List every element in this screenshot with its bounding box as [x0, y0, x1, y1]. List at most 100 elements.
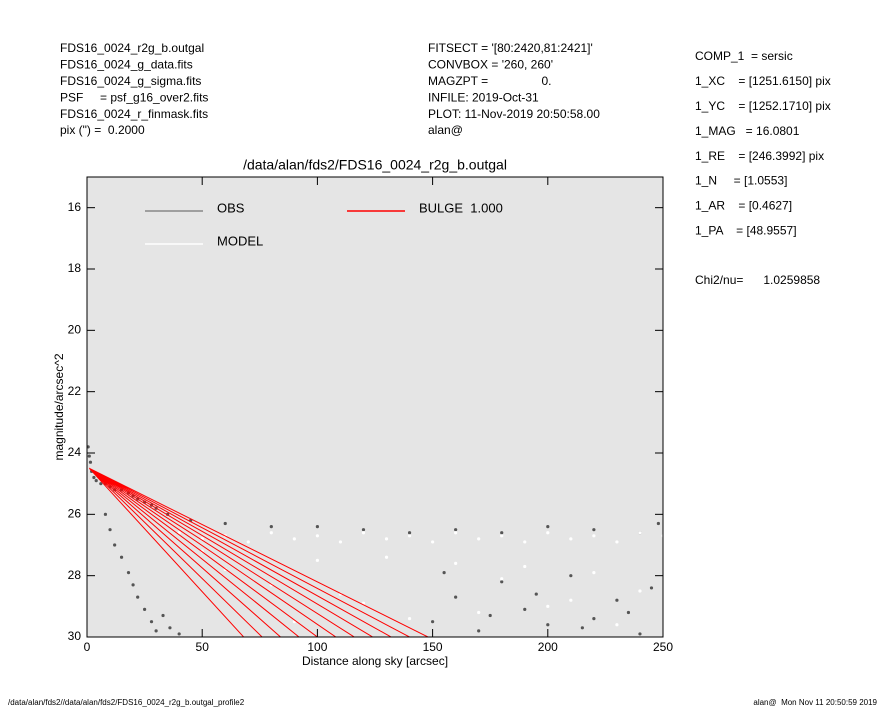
- profile-point: [87, 454, 91, 458]
- profile-point: [315, 525, 319, 529]
- profile-point: [638, 589, 642, 593]
- profile-point: [615, 623, 619, 627]
- y-tick-label: 20: [68, 323, 82, 337]
- profile-point: [477, 610, 481, 615]
- profile-point: [546, 525, 550, 529]
- profile-point: [546, 623, 550, 627]
- fit-parameter: 1_XC = [1251.6150] pix: [695, 74, 831, 88]
- profile-point: [523, 540, 527, 544]
- profile-point: [108, 528, 112, 532]
- bulge-model-line: [88, 467, 429, 637]
- x-tick-label: 250: [653, 640, 673, 654]
- profile-point: [546, 531, 550, 535]
- header-left-line: pix (") = 0.2000: [60, 123, 145, 137]
- fit-parameter: 1_RE = [246.3992] pix: [695, 149, 824, 163]
- profile-point: [454, 561, 458, 566]
- profile-point: [656, 521, 660, 526]
- profile-point: [161, 613, 165, 618]
- plot-area: [87, 445, 663, 637]
- profile-point: [292, 537, 296, 541]
- profile-point: [569, 598, 573, 602]
- profile-point: [454, 528, 458, 532]
- profile-point: [477, 537, 481, 541]
- profile-point: [534, 592, 538, 596]
- profile-point: [384, 537, 389, 541]
- profile-point: [131, 583, 135, 587]
- footer-path: /data/alan/fds2//data/alan/fds2/FDS16_00…: [8, 698, 245, 707]
- profile-point: [338, 540, 343, 544]
- profile-point: [431, 620, 435, 624]
- profile-point: [649, 586, 654, 590]
- header-middle-line: INFILE: 2019-Oct-31: [428, 90, 539, 104]
- profile-point: [92, 475, 96, 480]
- legend-label: OBS: [217, 200, 245, 215]
- profile-point: [407, 531, 412, 535]
- profile-point: [269, 525, 273, 529]
- profile-point: [500, 531, 504, 535]
- profile-point: [407, 534, 412, 538]
- profile-point: [454, 595, 458, 599]
- profile-point: [500, 577, 504, 581]
- chi2-label: Chi2/nu= 1.0259858: [695, 273, 820, 287]
- profile-point: [384, 555, 389, 559]
- chart-title: /data/alan/fds2/FDS16_0024_r2g_b.outgal: [243, 157, 507, 173]
- y-tick-label: 18: [68, 261, 82, 275]
- profile-point: [246, 540, 250, 544]
- x-tick-label: 150: [423, 640, 443, 654]
- fit-parameter: COMP_1 = sersic: [695, 49, 793, 63]
- header-middle-line: alan@: [428, 123, 463, 137]
- profile-point: [136, 595, 140, 599]
- header-left-line: FDS16_0024_r2g_b.outgal: [60, 41, 204, 55]
- profile-point: [523, 564, 527, 569]
- profile-point: [592, 617, 596, 621]
- profile-point: [500, 580, 504, 584]
- fit-parameter: 1_PA = [48.9557]: [695, 223, 797, 237]
- x-tick-label: 100: [307, 640, 327, 654]
- header-left-line: FDS16_0024_g_data.fits: [60, 58, 193, 72]
- profile-point: [149, 620, 154, 624]
- fit-parameter: 1_YC = [1252.1710] pix: [695, 99, 831, 113]
- profile-point: [431, 540, 435, 544]
- y-tick-label: 30: [68, 629, 82, 643]
- header-middle-line: PLOT: 11-Nov-2019 20:50:58.00: [428, 107, 600, 121]
- profile-point: [119, 555, 124, 559]
- legend-label: MODEL: [217, 233, 263, 248]
- profile-point: [615, 598, 619, 602]
- footer-stamp: alan@ Mon Nov 11 20:50:59 2019: [753, 698, 877, 707]
- profile-point: [477, 629, 481, 633]
- profile-point: [168, 626, 172, 630]
- profile-point: [523, 607, 527, 612]
- profile-point: [569, 574, 573, 578]
- y-tick-label: 24: [68, 445, 82, 459]
- profile-point: [177, 632, 181, 636]
- header-left-line: PSF = psf_g16_over2.fits: [60, 90, 208, 104]
- profile-point: [615, 540, 619, 544]
- profile-point: [154, 629, 158, 633]
- profile-point: [223, 521, 227, 526]
- profile-point: [500, 534, 504, 538]
- profile-point: [638, 531, 642, 535]
- legend-label: BULGE 1.000: [419, 200, 503, 215]
- fit-parameter: 1_N = [1.0553]: [695, 174, 787, 188]
- profile-point: [113, 543, 117, 547]
- profile-point: [488, 613, 492, 618]
- profile-point: [592, 534, 596, 538]
- header-middle-line: FITSECT = '[80:2420,81:2421]': [428, 41, 593, 55]
- y-axis-label: magnitude/arcsec^2: [52, 353, 66, 460]
- profile-point: [177, 531, 181, 535]
- header-middle-line: MAGZPT = 0.: [428, 74, 551, 88]
- profile-point: [569, 537, 573, 541]
- x-tick-label: 50: [196, 640, 210, 654]
- x-tick-label: 0: [84, 640, 91, 654]
- profile-point: [143, 607, 147, 612]
- profile-point: [88, 460, 93, 464]
- y-tick-label: 22: [68, 384, 82, 398]
- profile-point: [315, 558, 319, 562]
- profile-point: [269, 531, 273, 535]
- profile-point: [407, 617, 412, 621]
- profile-point: [580, 626, 584, 630]
- profile-point: [592, 571, 596, 575]
- profile-point: [454, 531, 458, 535]
